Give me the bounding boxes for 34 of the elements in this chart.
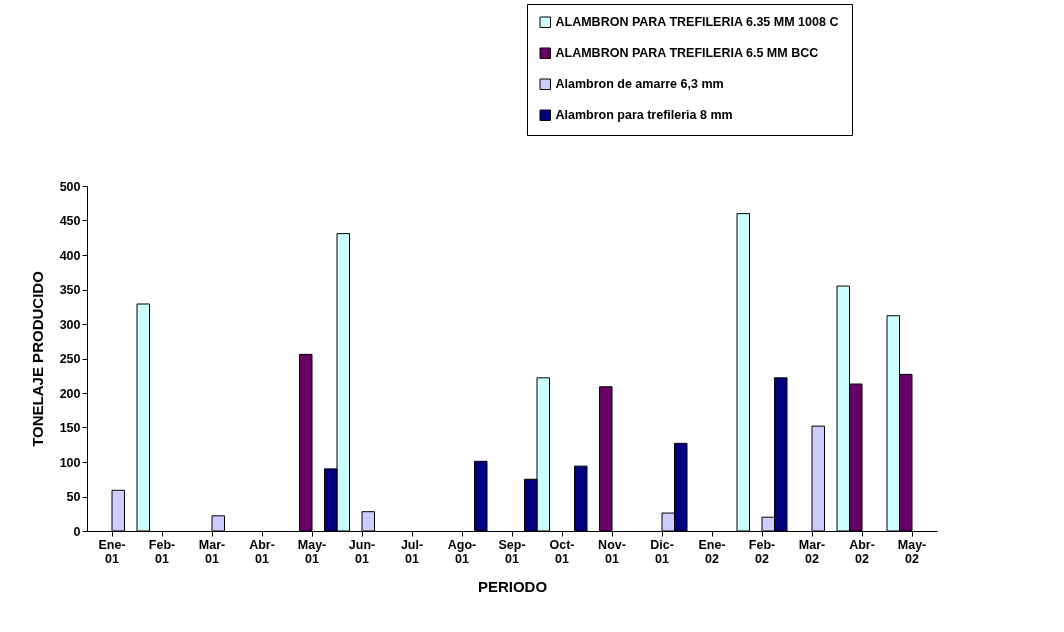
- x-tick-label: Ene-02: [698, 537, 726, 566]
- x-tick-label: Mar-02: [798, 537, 826, 566]
- x-tick-label: Feb-01: [148, 537, 176, 566]
- x-tick-label: Ene-01: [98, 537, 126, 566]
- x-tick-label: Jun-01: [348, 537, 376, 566]
- x-tick-label: Abr-02: [849, 537, 875, 566]
- x-tick-label: Sep-01: [498, 537, 526, 566]
- legend-label: ALAMBRON PARA TREFILERIA 6.5 MM BCC: [555, 46, 819, 61]
- x-axis-title: PERIODO: [477, 577, 548, 595]
- y-tick-label: 400: [59, 248, 81, 263]
- x-tick-label: Nov-01: [598, 537, 626, 566]
- legend-label: Alambron para trefileria 8 mm: [555, 108, 733, 123]
- x-tick-label: Ago-01: [447, 537, 477, 566]
- x-tick-label: Dic-01: [650, 537, 674, 566]
- x-tick-label: Abr-01: [249, 537, 275, 566]
- y-tick-label: 150: [59, 421, 81, 435]
- x-tick-label: Jul-01: [400, 537, 424, 566]
- y-tick-label: 200: [59, 386, 81, 401]
- y-tick-label: 300: [59, 317, 81, 332]
- x-tick-label: May-01: [297, 537, 327, 566]
- x-tick-label: Mar-01: [198, 537, 226, 566]
- y-tick-label: 250: [59, 352, 81, 366]
- y-tick-label: 450: [59, 214, 81, 228]
- x-tick-label: Feb-02: [748, 537, 776, 566]
- y-tick-label: 50: [66, 490, 81, 504]
- legend-label: Alambron de amarre 6,3 mm: [555, 77, 724, 92]
- y-tick-label: 100: [59, 455, 81, 470]
- x-tick-label: Oct-01: [549, 537, 575, 566]
- y-tick-label: 0: [73, 524, 81, 539]
- y-tick-label: 350: [59, 283, 81, 297]
- y-tick-label: 500: [59, 179, 81, 194]
- legend-label: ALAMBRON PARA TREFILERIA 6.35 MM 1008 C: [555, 15, 839, 30]
- y-axis-title: TONELAJE PRODUCIDO: [28, 270, 46, 447]
- x-tick-label: May-02: [897, 537, 927, 566]
